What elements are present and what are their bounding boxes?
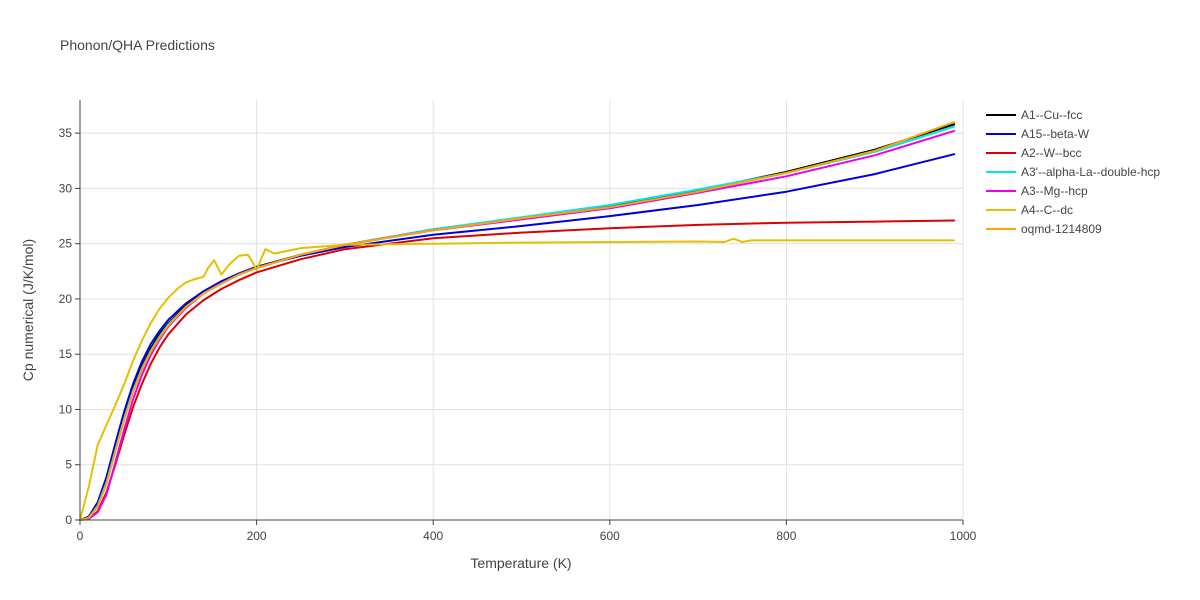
tick-layer: 0 200 400 600 800 1000 0 5 10 15 20 25 30 35: [59, 126, 977, 543]
y-tick-label: 25: [59, 237, 73, 251]
legend-label: oqmd-1214809: [1021, 222, 1102, 236]
y-tick-label: 5: [65, 458, 72, 472]
y-tick-label: 35: [59, 126, 73, 140]
series-line-1: [79, 153, 956, 521]
legend-label: A4--C--dc: [1021, 203, 1073, 217]
x-axis-title: Temperature (K): [470, 555, 571, 571]
x-tick-label: 600: [600, 529, 620, 543]
y-axis-title: Cp numerical (J/K/mol): [20, 239, 36, 381]
legend-label: A3--Mg--hcp: [1021, 184, 1088, 198]
x-tick-label: 1000: [950, 529, 977, 543]
y-tick-label: 10: [59, 402, 73, 416]
x-tick-label: 800: [776, 529, 796, 543]
series-line-5: [79, 237, 956, 521]
series-line-4: [79, 129, 956, 521]
grid-layer: [80, 100, 964, 520]
series-line-3: [79, 125, 956, 521]
chart-title: Phonon/QHA Predictions: [60, 37, 215, 53]
series-layer: [79, 121, 956, 521]
legend-label: A15--beta-W: [1021, 127, 1090, 141]
x-tick-label: 400: [423, 529, 443, 543]
legend-label: A1--Cu--fcc: [1021, 108, 1082, 122]
y-tick-label: 30: [59, 181, 73, 195]
series-line-6: [79, 121, 956, 521]
legend-label: A2--W--bcc: [1021, 146, 1081, 160]
axis-layer: [79, 100, 963, 521]
x-tick-label: 0: [77, 529, 84, 543]
legend: A1--Cu--fcc A15--beta-W A2--W--bcc A3'--alp…: [986, 108, 1160, 236]
y-tick-label: 15: [59, 347, 73, 361]
legend-label: A3'--alpha-La--double-hcp: [1021, 165, 1160, 179]
y-tick-label: 20: [59, 292, 73, 306]
x-tick-label: 200: [247, 529, 267, 543]
y-tick-label: 0: [65, 513, 72, 527]
